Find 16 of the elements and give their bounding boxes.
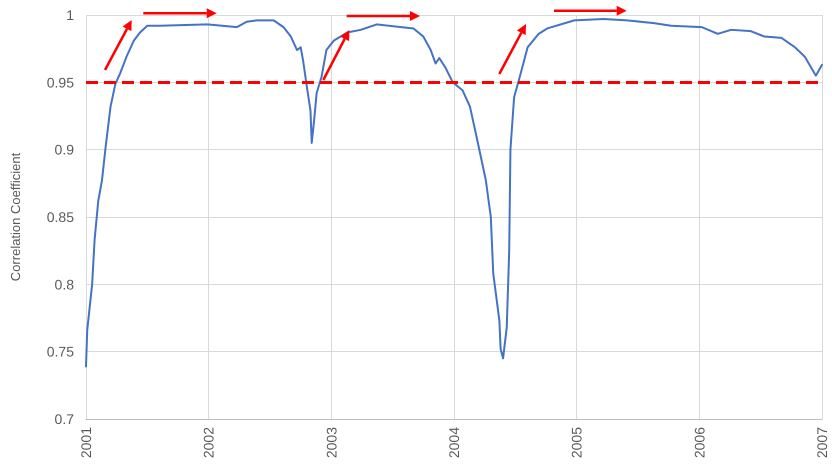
y-tick-label: 0.8	[54, 276, 74, 292]
x-tick-label: 2004	[446, 426, 462, 458]
line-series	[85, 18, 823, 368]
y-tick-label: 0.95	[46, 74, 74, 90]
x-tick-label: 2003	[323, 426, 340, 458]
x-tick-label: 2001	[78, 426, 94, 458]
y-tick-label: 1	[66, 7, 74, 23]
x-tick-label: 2002	[200, 426, 217, 458]
y-axis-title: Correlation Coefficient	[8, 152, 23, 282]
y-tick-label: 0.85	[46, 209, 74, 225]
x-tick-label: 2006	[691, 426, 708, 458]
y-tick-label: 0.9	[54, 142, 74, 158]
x-tick-label: 2005	[568, 426, 585, 458]
y-tick-label: 0.7	[54, 411, 74, 427]
x-tick-label: 2007	[814, 426, 830, 458]
y-tick-label: 0.75	[46, 344, 74, 360]
